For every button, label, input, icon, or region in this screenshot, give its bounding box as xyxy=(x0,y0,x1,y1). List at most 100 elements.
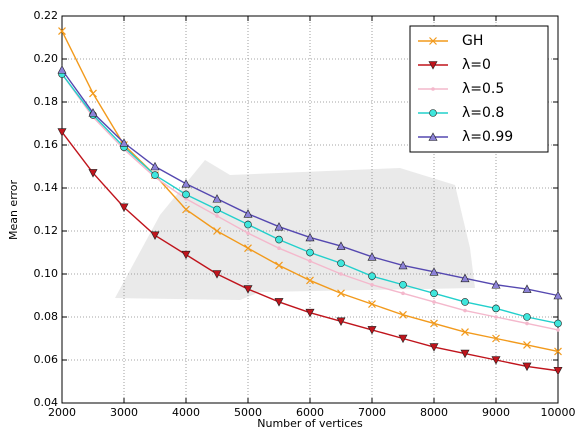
x-tick-label: 6000 xyxy=(296,406,324,419)
marker xyxy=(215,214,219,218)
marker xyxy=(460,273,470,283)
y-tick-label: 0.16 xyxy=(34,138,59,151)
y-tick-label: 0.06 xyxy=(34,353,59,366)
series xyxy=(57,65,563,300)
legend-label: λ=0.99 xyxy=(462,129,513,145)
marker xyxy=(336,241,346,250)
marker xyxy=(57,128,67,137)
marker xyxy=(368,272,376,280)
y-tick-label: 0.22 xyxy=(34,9,59,22)
background-terrain xyxy=(115,160,475,300)
y-tick-label: 0.18 xyxy=(34,95,59,108)
marker xyxy=(431,87,435,91)
marker xyxy=(429,37,437,45)
marker xyxy=(556,328,560,332)
legend-label: λ=0 xyxy=(462,57,491,73)
marker xyxy=(337,259,345,268)
marker xyxy=(430,319,438,328)
marker xyxy=(398,334,408,344)
y-tick-label: 0.10 xyxy=(34,267,59,280)
marker xyxy=(308,259,312,263)
marker xyxy=(367,252,377,261)
marker xyxy=(277,246,281,250)
x-tick-label: 10000 xyxy=(541,406,576,419)
marker xyxy=(554,319,562,328)
marker xyxy=(213,227,221,235)
marker xyxy=(522,284,532,293)
legend-label: GH xyxy=(462,33,483,49)
x-tick-label: 3000 xyxy=(110,406,138,419)
x-tick-label: 9000 xyxy=(482,406,510,419)
marker xyxy=(370,282,374,287)
marker xyxy=(460,349,470,359)
marker xyxy=(151,171,159,179)
marker xyxy=(336,317,346,326)
y-tick-label: 0.04 xyxy=(34,396,59,409)
marker xyxy=(119,203,129,212)
marker xyxy=(522,362,532,372)
marker xyxy=(181,179,191,188)
marker xyxy=(89,89,97,98)
marker xyxy=(525,321,529,326)
x-tick-label: 7000 xyxy=(358,406,386,419)
marker xyxy=(463,308,467,313)
marker xyxy=(305,232,315,242)
marker xyxy=(553,366,563,376)
marker xyxy=(428,132,438,141)
y-tick-label: 0.20 xyxy=(34,52,59,65)
marker xyxy=(244,220,252,229)
marker xyxy=(150,161,160,171)
marker xyxy=(58,27,66,35)
marker xyxy=(429,109,437,117)
marker xyxy=(212,270,222,279)
marker xyxy=(523,313,531,321)
marker xyxy=(491,356,501,365)
marker xyxy=(428,61,438,70)
marker xyxy=(461,298,469,306)
marker xyxy=(212,194,222,203)
x-tick-label: 4000 xyxy=(172,406,200,419)
x-axis-title: Number of vertices xyxy=(257,417,363,430)
marker xyxy=(337,289,345,298)
marker xyxy=(88,169,98,178)
marker xyxy=(432,300,436,304)
marker xyxy=(305,308,315,318)
marker xyxy=(494,315,498,319)
marker xyxy=(244,244,252,253)
marker xyxy=(246,231,250,235)
legend-label: λ=0.5 xyxy=(462,81,504,97)
marker xyxy=(398,260,408,270)
legend: GH λ=0 λ=0.5 λ=0.8 λ=0.99 xyxy=(409,25,549,153)
marker xyxy=(492,304,500,313)
marker xyxy=(399,280,407,289)
marker xyxy=(181,250,191,260)
marker xyxy=(275,261,283,270)
marker xyxy=(57,65,67,74)
marker xyxy=(492,334,500,343)
marker xyxy=(430,289,438,298)
y-axis-title: Mean error xyxy=(7,179,20,240)
marker xyxy=(306,276,314,285)
marker xyxy=(274,298,284,307)
x-tick-label: 5000 xyxy=(234,406,262,419)
plot-frame xyxy=(61,15,559,404)
marker xyxy=(275,235,283,244)
marker xyxy=(429,267,439,276)
x-tick-label: 8000 xyxy=(420,406,448,419)
marker xyxy=(553,290,563,300)
y-tick-label: 0.12 xyxy=(34,224,59,237)
series xyxy=(57,128,563,376)
marker xyxy=(243,285,253,294)
marker xyxy=(243,209,253,218)
legend-label: λ=0.8 xyxy=(462,105,504,121)
marker xyxy=(429,343,439,352)
marker xyxy=(523,341,531,349)
marker xyxy=(150,231,160,240)
marker xyxy=(182,190,190,199)
marker xyxy=(401,291,405,296)
marker xyxy=(491,280,501,289)
y-tick-label: 0.14 xyxy=(34,181,59,194)
marker xyxy=(88,108,98,117)
marker xyxy=(399,310,407,319)
